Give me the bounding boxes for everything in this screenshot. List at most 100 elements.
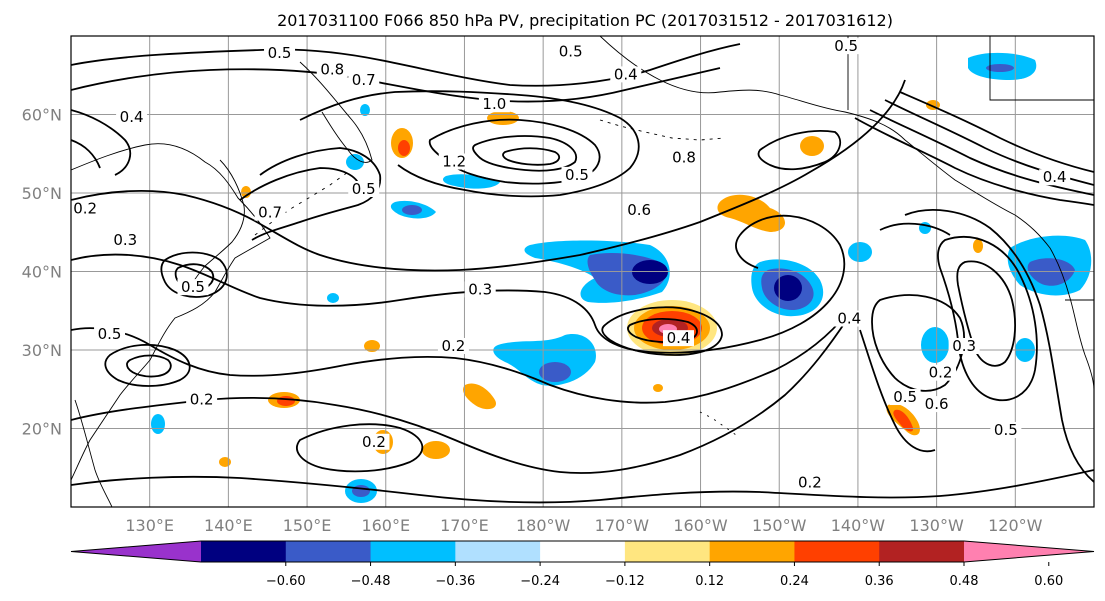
contour-label-bg [889,389,921,406]
contour-label: 0.4 [614,65,638,83]
precip-neg-blob [774,275,802,301]
precip-pos-blob [463,383,496,410]
contour-label-bg [555,43,587,60]
contour-label: 0.5 [181,278,205,296]
colorbar-segment [540,541,626,562]
hawaii-islands [699,411,741,439]
pv-contour [472,135,577,172]
precip-neg-blob [539,362,571,382]
colorbar-extend-low [71,541,201,562]
lon-tick-label: 130°W [909,516,964,535]
aleutian-islands [599,119,726,141]
pv-contour [296,423,424,473]
contour-label-bg [94,326,126,343]
map-frame [70,35,1095,508]
asia-coast [71,143,271,481]
pv-contours [71,43,1094,504]
precip-pos-blob [364,340,380,352]
lat-tick-label: 20°N [22,420,62,439]
pv-contour [299,90,640,198]
contour-label: 0.5 [268,44,292,62]
colorbar-segment [879,541,965,562]
contour-label-bg [254,204,286,221]
contour-label: 0.2 [190,390,214,408]
colorbar-segment [370,541,456,562]
pv-contour [126,354,172,378]
lon-tick-label: 160°W [673,516,728,535]
precip-neg-blob [327,293,339,303]
contour-label-bg [830,38,862,55]
contour-label: 0.3 [468,280,492,298]
lon-tick-label: 150°W [752,516,807,535]
contour-label-bg [464,281,496,298]
pv-contour [854,117,1094,206]
contour-label: 0.8 [672,149,696,167]
precip-pos-blob [219,457,231,467]
pv-contour [899,91,1094,173]
pv-contour [871,294,965,392]
pv-contour [502,147,561,166]
pv-contour [956,260,1016,367]
contour-label: 0.2 [362,433,386,451]
longitude-labels: 130°E 140°E 150°E 160°E 170°E 180°W 170°W 160°W… [125,516,1042,535]
contour-label-bg [948,338,980,354]
pv-contour [869,109,1094,196]
precip-neg-blob [402,205,422,215]
lat-tick-label: 60°N [22,106,62,125]
map-title: 2017031100 F066 850 hPa PV, precipitatio… [277,11,893,30]
colorbar-tick-label: 0.48 [950,574,979,589]
contour-label: 0.2 [73,200,97,218]
pv-contour [160,251,228,298]
contour-label: 0.5 [834,37,858,55]
pv-contour [71,469,1094,504]
colorbar: −0.60 −0.48 −0.36 −0.24 −0.12 0.12 0.24 0.36 0.4… [70,540,1095,589]
colorbar-tick-label: −0.48 [351,574,391,589]
lon-tick-label: 130°E [125,516,174,535]
precip-pos-blob [277,396,295,406]
latitude-labels: 20°N 30°N 40°N 50°N 60°N [22,106,62,439]
lat-tick-label: 30°N [22,341,62,360]
colorbar-segment [709,541,795,562]
contour-label-bg [264,45,296,62]
lon-tick-label: 180°W [516,516,571,535]
pv-contour [71,79,906,272]
precip-neg-blob [986,64,1014,72]
contour-label-bg [186,391,218,408]
colorbar-outline [70,540,1095,563]
contour-label-bg [437,338,469,354]
contour-label: 0.2 [929,364,953,382]
contour-label: 0.5 [98,325,122,343]
contour-label-bg [438,153,470,170]
contour-label-bg [990,421,1022,438]
contour-label-bg [116,108,148,125]
pv-contour [71,43,741,87]
contour-label: 0.5 [559,43,583,61]
colorbar-tick-label: 0.36 [865,574,894,589]
colorbar-tick-label: 0.12 [695,574,724,589]
pv-contour [937,236,1038,402]
contour-label-bg [668,149,700,166]
lon-tick-label: 140°W [831,516,886,535]
pv-contour [239,167,361,201]
contour-label-bg [561,166,593,183]
precip-pos-blob [893,409,914,432]
colorbar-extend-high [964,541,1094,562]
contour-label: 0.3 [113,231,137,249]
colorbar-tick-label: −0.12 [605,574,645,589]
lon-tick-label: 160°E [361,516,410,535]
precip-pos-blob [717,194,785,232]
precip-neg-blob [151,414,165,434]
contour-label-bg [71,200,101,217]
contour-label: 0.2 [442,337,466,355]
lon-tick-label: 140°E [204,516,253,535]
contour-label: 0.6 [925,395,949,413]
lon-tick-label: 150°E [283,516,332,535]
colorbar-segment [285,541,372,562]
contour-label: 0.3 [952,337,976,355]
contour-label: 0.5 [352,180,376,198]
pv-contour [601,306,723,356]
contour-label-bg [663,330,695,347]
colorbar-tick-label: −0.24 [520,574,560,589]
pv-contour-labels: 0.5 0.8 0.7 1.0 0.4 1.2 0.5 0.7 0.5 0.4 0.5 0.8 0.6 0… [71,37,1071,492]
contour-label: 0.5 [565,166,589,184]
